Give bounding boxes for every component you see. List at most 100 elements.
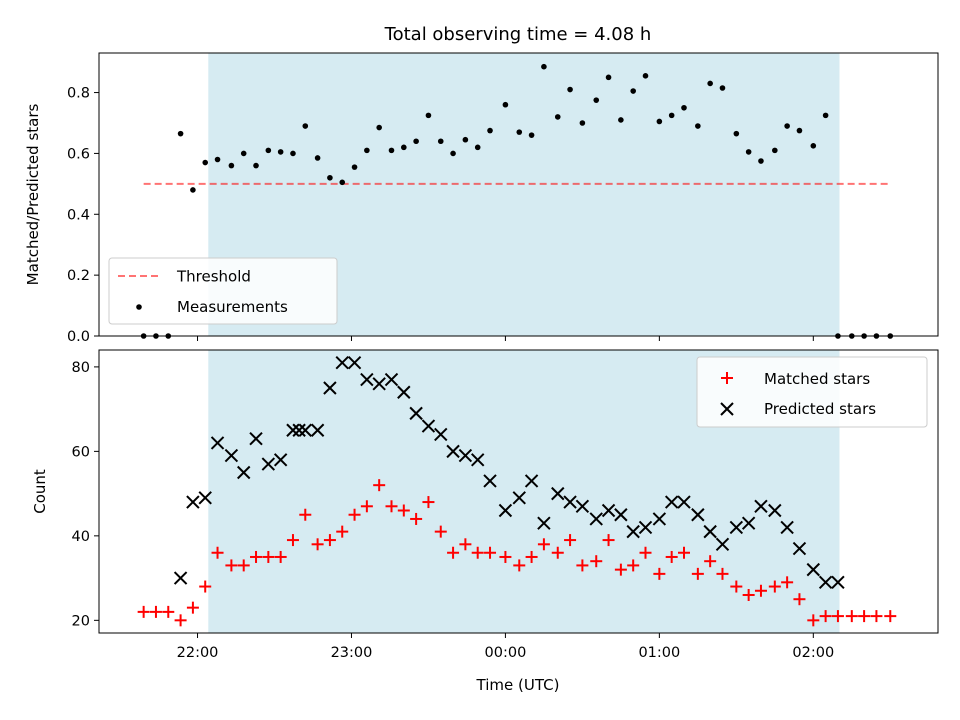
predicted-marker-stroke: [483, 474, 497, 488]
predicted-star-marker: [512, 491, 526, 505]
predicted-star-marker: [792, 541, 807, 556]
matched-star-marker: [819, 610, 832, 623]
predicted-marker-stroke: [614, 508, 628, 522]
predicted-star-marker: [292, 423, 306, 437]
predicted-star-marker: [638, 520, 653, 535]
predicted-star-marker: [729, 520, 744, 535]
measurement-point: [190, 187, 196, 193]
predicted-star-marker: [470, 453, 485, 467]
top-legend-box: [108, 257, 338, 325]
predicted-star-marker: [347, 355, 362, 370]
matched-star-marker: [704, 555, 717, 568]
measurement-point: [554, 114, 561, 120]
top-y-axis: 0.0 0.2 0.4 0.6 0.8: [67, 86, 99, 345]
bottom-y-axis-label: Count: [31, 469, 49, 514]
matched-star-marker: [360, 500, 373, 513]
y-tick-label: 20: [72, 613, 90, 629]
measurement-point: [388, 147, 395, 154]
matched-star-marker: [422, 496, 435, 509]
measurement-point: [339, 179, 346, 186]
measurement-point: [462, 136, 469, 143]
predicted-marker-stroke: [664, 495, 679, 509]
predicted-star-marker: [434, 427, 448, 442]
y-tick-label: 0.2: [67, 268, 90, 284]
predicted-marker-stroke: [652, 512, 667, 526]
predicted-star-marker: [575, 499, 590, 513]
x-tick-label: 02:00: [792, 645, 834, 661]
measurement-point: [437, 138, 444, 145]
matched-star-marker: [807, 614, 820, 627]
predicted-marker-stroke: [286, 423, 300, 437]
matched-star-marker: [551, 546, 564, 559]
predicted-marker-stroke: [575, 499, 590, 513]
predicted-star-marker: [664, 495, 679, 509]
predicted-marker-stroke: [498, 503, 513, 518]
predicted-star-marker: [186, 495, 200, 509]
matched-star-marker: [602, 534, 615, 547]
matched-star-marker: [884, 610, 897, 623]
predicted-star-marker: [524, 474, 539, 488]
measurement-point: [642, 73, 649, 79]
predicted-marker-stroke: [347, 355, 362, 370]
matched-star-marker: [471, 546, 484, 559]
predicted-marker-stroke: [249, 431, 263, 446]
predicted-marker-stroke: [173, 571, 188, 585]
measurement-point: [772, 147, 778, 154]
measurement-point: [327, 174, 333, 181]
predicted-marker-stroke: [780, 520, 794, 535]
predicted-star-marker: [691, 508, 705, 522]
predicted-star-marker: [360, 372, 374, 387]
measurement-point: [228, 162, 235, 169]
predicted-marker-stroke: [677, 495, 691, 509]
matched-star-marker: [677, 546, 690, 559]
predicted-marker-stroke: [754, 499, 768, 513]
predicted-star-marker: [372, 377, 386, 391]
predicted-marker-stroke: [421, 419, 436, 433]
predicted-star-marker: [249, 431, 263, 446]
measurement-point: [630, 88, 636, 94]
predicted-marker-stroke: [551, 486, 565, 501]
matched-star-marker: [262, 550, 275, 563]
predicted-star-marker: [806, 562, 821, 577]
bottom-legend: Matched stars Predicted stars: [696, 356, 928, 428]
measurement-point: [516, 129, 523, 135]
predicted-marker-stroke: [298, 423, 312, 437]
measurement-point: [758, 158, 764, 164]
matched-star-marker: [730, 580, 743, 593]
predicted-legend-swatch: [720, 402, 734, 416]
predicted-star-marker: [780, 520, 794, 535]
measurement-point: [214, 156, 221, 163]
measurement-point: [618, 117, 624, 123]
predicted-star-marker: [323, 381, 337, 395]
matched-star-marker: [858, 610, 871, 623]
y-tick-label: 0.4: [67, 207, 90, 223]
predicted-marker-stroke: [768, 503, 782, 518]
measurement-point: [290, 150, 296, 157]
measurement-point: [745, 149, 752, 155]
matched-star-marker: [174, 614, 187, 627]
predicted-star-marker: [754, 499, 768, 513]
predicted-legend-label: Predicted stars: [764, 400, 876, 418]
predicted-marker-stroke: [626, 524, 640, 539]
predicted-marker-stroke: [470, 453, 485, 467]
predicted-marker-stroke: [524, 474, 539, 488]
bottom-x-axis: 22:00 23:00 00:00 01:00 02:00: [177, 633, 834, 661]
measurement-point: [528, 132, 535, 138]
bottom-y-axis: 20 40 60 80: [72, 360, 99, 629]
matched-star-marker: [754, 584, 767, 597]
predicted-star-marker: [614, 508, 628, 522]
predicted-star-marker: [310, 423, 325, 437]
bottom-legend-box: [696, 356, 928, 428]
matched-star-marker: [199, 580, 212, 593]
measurement-point: [413, 138, 419, 145]
predicted-marker-stroke: [818, 575, 833, 590]
predicted-star-marker: [335, 355, 349, 370]
matched-legend-label: Matched stars: [764, 370, 870, 388]
matched-star-marker: [211, 546, 224, 559]
predicted-star-marker: [715, 537, 730, 552]
predicted-marker-stroke: [310, 423, 325, 437]
predicted-star-marker: [589, 512, 603, 526]
predicted-marker-stroke: [372, 377, 386, 391]
matched-star-marker: [286, 534, 299, 547]
